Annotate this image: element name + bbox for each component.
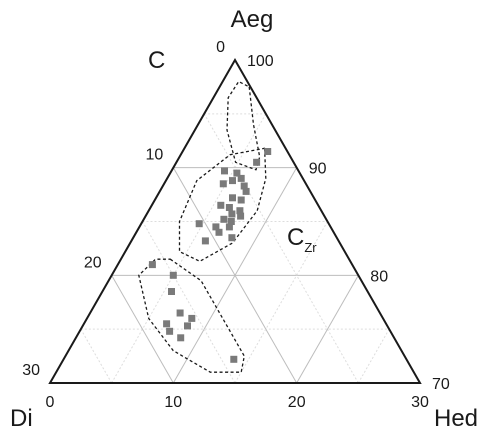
data-point: [195, 220, 203, 228]
data-points: [148, 148, 272, 363]
field-outline-c: [226, 80, 261, 171]
aeg-tick-label: 100: [247, 53, 274, 70]
data-point: [177, 334, 185, 342]
data-point: [236, 207, 244, 215]
hed-tick-label: 20: [288, 394, 306, 411]
data-point: [163, 320, 171, 328]
grid-line-di: [111, 275, 174, 384]
data-point: [184, 322, 191, 330]
data-point: [264, 148, 272, 155]
di-tick-label: 0: [216, 39, 225, 56]
field-label-c: C: [148, 47, 165, 74]
data-point: [215, 228, 223, 236]
field-label-czr: CZr: [287, 224, 317, 255]
data-point: [233, 169, 241, 177]
data-point: [227, 218, 235, 225]
grid-line-di: [172, 167, 298, 384]
grid-line-di: [80, 328, 113, 384]
data-point: [237, 212, 245, 220]
data-point: [237, 196, 245, 204]
data-point: [212, 223, 220, 231]
data-point: [188, 314, 196, 322]
di-tick-label: 20: [84, 254, 102, 271]
grid-line-di: [142, 221, 236, 384]
field-label-czr-subscript: Zr: [304, 240, 317, 255]
data-point: [221, 167, 228, 175]
data-point: [168, 288, 175, 295]
grid-line-hed: [357, 328, 390, 384]
data-point: [166, 327, 174, 335]
data-point: [217, 201, 225, 209]
data-point: [220, 215, 228, 223]
corner-label-hed: Hed: [434, 405, 478, 429]
data-point: [229, 194, 236, 202]
aeg-tick-label: 90: [309, 161, 327, 178]
data-point: [201, 237, 209, 245]
grid-line-di: [203, 113, 359, 384]
data-point: [219, 180, 227, 188]
field-outline-czr: [178, 147, 267, 262]
grid-line-hed: [296, 275, 359, 384]
aeg-tick-label: 70: [432, 376, 450, 393]
corner-label-di: Di: [10, 405, 33, 429]
field-outlines: [138, 80, 267, 373]
grid-line-hed: [234, 221, 328, 384]
data-point: [176, 309, 184, 317]
hed-tick-label: 0: [46, 394, 55, 411]
data-point: [225, 223, 233, 231]
di-tick-label: 10: [146, 147, 164, 164]
data-point: [237, 174, 245, 182]
grid-lines: [80, 113, 390, 384]
corner-label-aeg: Aeg: [231, 6, 274, 33]
hed-tick-label: 10: [164, 394, 182, 411]
hed-tick-label: 30: [411, 394, 429, 411]
triangle-frame: [48, 57, 422, 384]
data-point: [229, 177, 236, 185]
data-point: [148, 261, 156, 269]
data-point: [242, 187, 250, 195]
di-tick-label: 30: [22, 362, 40, 379]
aeg-tick-label: 80: [370, 268, 388, 285]
data-point: [240, 182, 248, 190]
data-point: [228, 210, 236, 218]
data-point: [225, 204, 233, 211]
data-point: [253, 158, 261, 166]
data-point: [228, 234, 236, 242]
grid-line-hed: [111, 113, 267, 384]
data-point: [230, 355, 238, 363]
field-outline-lower: [138, 258, 245, 373]
data-point: [169, 271, 177, 279]
